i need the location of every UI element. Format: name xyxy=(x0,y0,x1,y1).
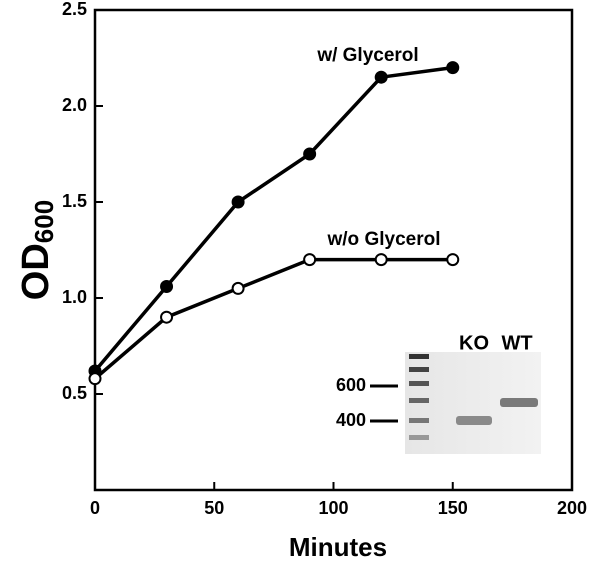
data-point xyxy=(88,372,102,386)
series-label: w/ Glycerol xyxy=(316,45,418,66)
ladder-band xyxy=(409,354,429,359)
y-label-subscript: 600 xyxy=(29,200,59,243)
ladder-band xyxy=(409,435,429,440)
ladder-band xyxy=(409,381,429,386)
x-tick-label: 50 xyxy=(204,498,224,518)
ladder-band xyxy=(409,367,429,372)
data-point xyxy=(374,253,388,267)
data-point xyxy=(446,253,460,267)
data-point xyxy=(374,70,388,84)
series-label: w/o Glycerol xyxy=(327,229,441,250)
inset-label: WT xyxy=(501,332,532,354)
ladder-band xyxy=(409,418,429,423)
y-label-main: OD xyxy=(15,243,57,300)
series-line xyxy=(93,257,453,380)
data-point xyxy=(303,147,317,161)
data-point xyxy=(231,195,245,209)
x-tick-label: 200 xyxy=(557,498,587,518)
wt-band xyxy=(500,398,538,407)
inset-label: 400 xyxy=(336,410,366,430)
ko-band xyxy=(456,416,492,425)
y-tick-label: 1.5 xyxy=(62,191,87,211)
data-point xyxy=(303,253,317,267)
data-point xyxy=(160,310,174,324)
x-tick-label: 0 xyxy=(90,498,100,518)
y-tick-label: 1.0 xyxy=(62,287,87,307)
y-axis-label: OD600 xyxy=(15,200,59,300)
inset-label: KO xyxy=(459,332,489,354)
x-axis-label: Minutes xyxy=(289,532,387,562)
x-tick-label: 150 xyxy=(438,498,468,518)
ladder-band xyxy=(409,398,429,403)
series-line xyxy=(93,65,453,373)
gel-inset: KO WT 600 400 xyxy=(336,332,541,454)
y-tick-label: 2.5 xyxy=(62,0,87,19)
data-point xyxy=(231,281,245,295)
inset-label: 600 xyxy=(336,375,366,395)
x-tick-label: 100 xyxy=(318,498,348,518)
data-point xyxy=(160,279,174,293)
data-point xyxy=(446,61,460,75)
y-tick-label: 0.5 xyxy=(62,383,87,403)
y-tick-label: 2.0 xyxy=(62,95,87,115)
